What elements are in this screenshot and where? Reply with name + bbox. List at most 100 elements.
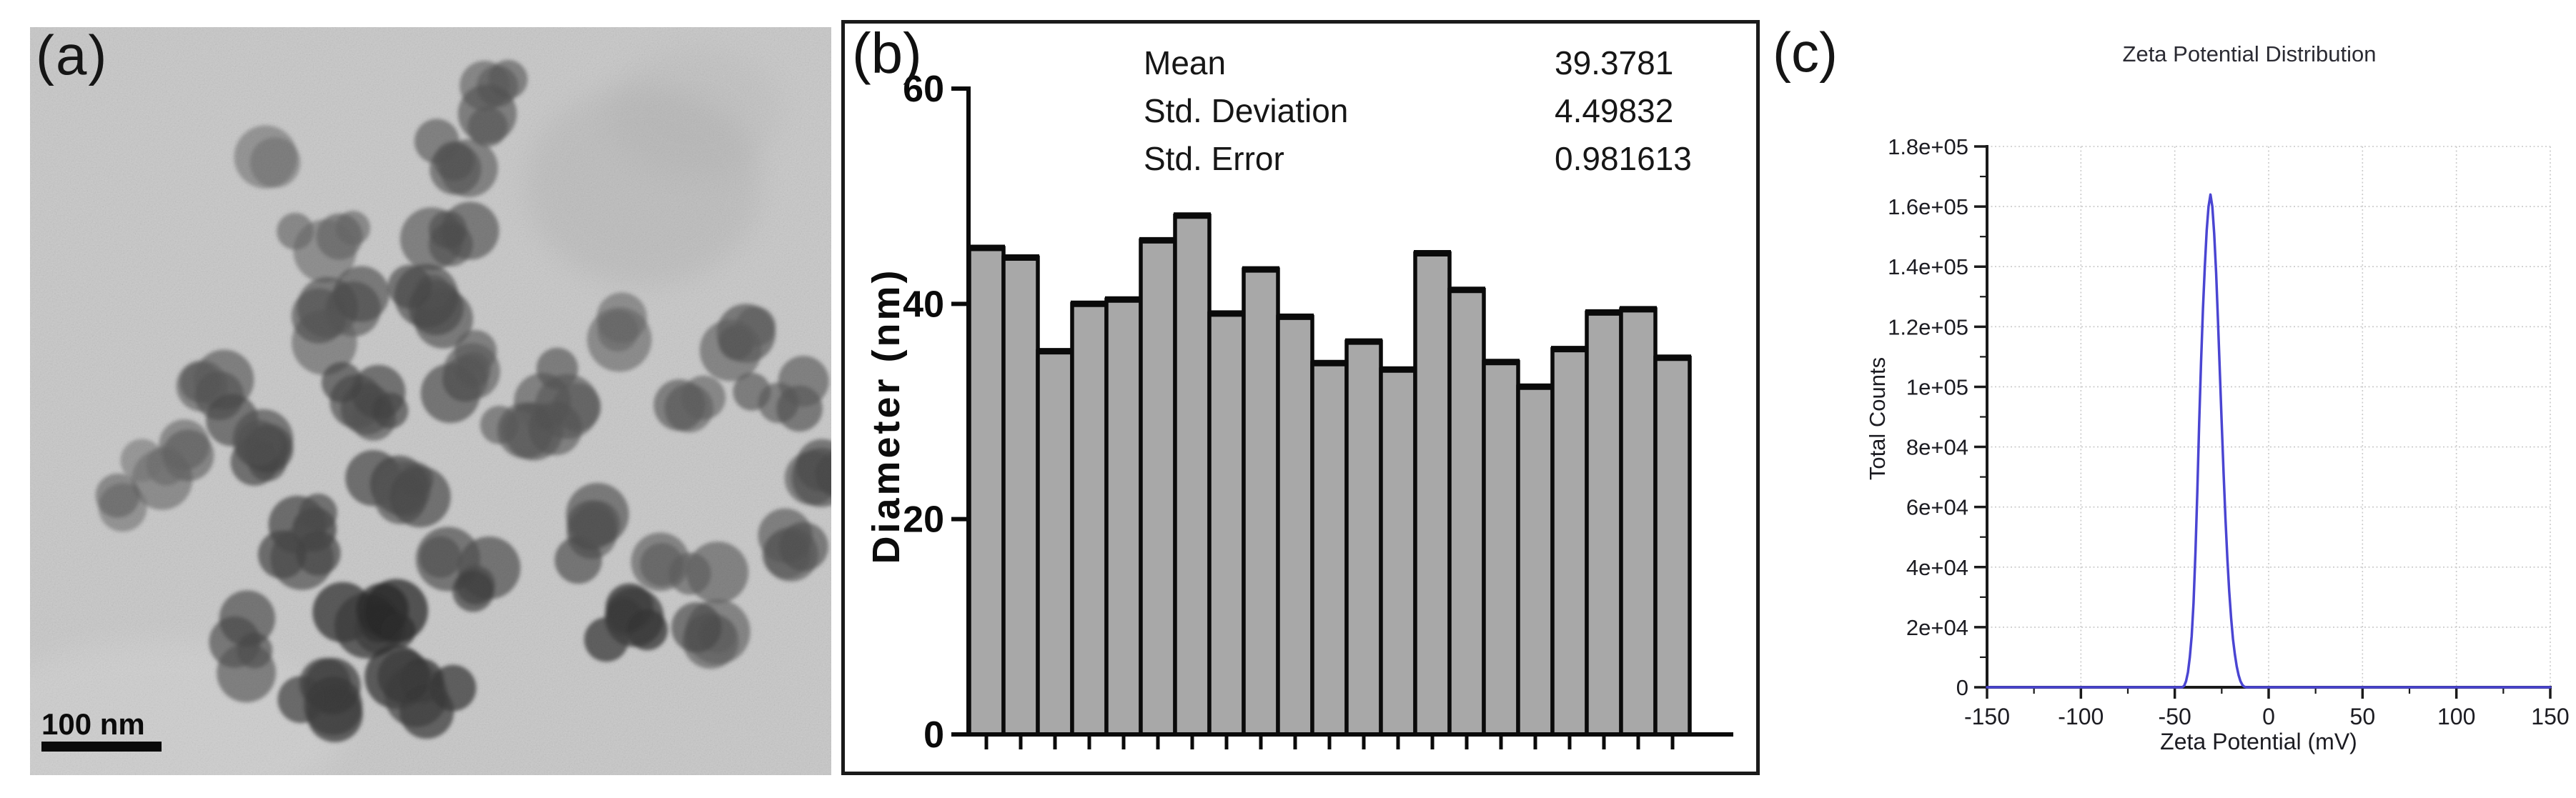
nanoparticle (390, 466, 451, 528)
y-axis-tick-label: 20 (903, 499, 944, 541)
x-axis-tick-label: 150 (2531, 704, 2569, 729)
nanoparticle (299, 494, 337, 532)
x-axis-tick-label: 100 (2437, 704, 2475, 729)
nanoparticle (430, 143, 482, 195)
nanoparticle (304, 677, 363, 735)
stat-value: 4.49832 (1555, 92, 1674, 129)
nanoparticle (555, 536, 603, 584)
x-axis-tick-label: -100 (2058, 704, 2104, 729)
y-axis-title-total-counts: Total Counts (1865, 356, 1890, 481)
panel-c-label: (c) (1773, 21, 1838, 84)
nanoparticle (291, 288, 347, 344)
stat-row-mean: Mean 39.3781 (1144, 44, 1737, 91)
y-axis-tick-label: 1e+05 (1906, 374, 1968, 399)
bars-group (967, 212, 1692, 737)
bar (1482, 359, 1520, 737)
nanoparticle (626, 609, 668, 651)
nanoparticle (452, 570, 494, 612)
y-axis-tick-label: 8e+04 (1906, 435, 1968, 460)
x-axis-tick-label: 0 (2262, 704, 2275, 729)
y-axis-tick-label: 1.6e+05 (1888, 194, 1968, 219)
y-axis-tick-label: 0 (923, 714, 944, 756)
nanoparticle (528, 402, 583, 456)
nanoparticle-cluster (95, 59, 831, 742)
nanoparticle (120, 439, 164, 482)
panel-b-diameter-bar-chart: 0 20 40 60 (b) Mean 39.3781 Std. Deviation … (841, 20, 1760, 775)
y-axis-tick-label: 1.4e+05 (1888, 254, 1968, 279)
bar (1139, 238, 1177, 737)
nanoparticle (584, 617, 629, 662)
bar (1379, 367, 1417, 737)
nanoparticle (681, 375, 726, 420)
bar (967, 246, 1006, 737)
nanoparticle (480, 405, 519, 444)
bar (1447, 287, 1486, 737)
nanoparticle (596, 292, 648, 343)
nanoparticle (217, 643, 276, 703)
x-axis-tick-label: 50 (2350, 704, 2376, 729)
y-axis-tick-label: 40 (903, 284, 944, 325)
scale-bar (41, 742, 162, 752)
nanoparticle (236, 419, 282, 466)
zeta-distribution-curve (1986, 193, 2552, 689)
nanoparticle (296, 531, 341, 576)
nanoparticle (333, 266, 390, 322)
y-axis-tick-label: 4e+04 (1906, 555, 1968, 580)
bar (1413, 251, 1452, 737)
chart-title: Zeta Potential Distribution (2122, 41, 2377, 66)
histogram-stats: Mean 39.3781 Std. Deviation 4.49832 Std.… (1144, 44, 1737, 187)
y-axis-tick-label: 6e+04 (1906, 495, 1968, 520)
nanoparticle (387, 264, 432, 309)
bar (1516, 384, 1555, 737)
nanoparticle (293, 219, 357, 283)
y-axis-tick-label: 1.2e+05 (1888, 314, 1968, 339)
nanoparticle (686, 542, 749, 604)
nanoparticle (640, 543, 684, 587)
nanoparticle (565, 482, 629, 546)
bar (1550, 346, 1589, 737)
panel-a-tem-micrograph: (a) 100 nm (30, 27, 831, 775)
stat-row-std-deviation: Std. Deviation 4.49832 (1144, 91, 1737, 139)
nanoparticle (778, 356, 829, 407)
x-axis-tick-label: -150 (1964, 704, 2010, 729)
bar (1344, 339, 1383, 737)
nanoparticle (234, 125, 297, 189)
nanoparticle (429, 210, 467, 249)
diameter-bar-plot: 0 20 40 60 (903, 69, 1733, 756)
nanoparticle (454, 330, 497, 373)
stat-label: Std. Error (1144, 140, 1284, 177)
tem-nanoparticle-image (30, 27, 831, 775)
y-axis-tick-label: 60 (903, 69, 944, 110)
bar (1001, 255, 1040, 737)
y-axis-tick-label: 1.8e+05 (1888, 134, 1968, 159)
stat-value: 39.3781 (1555, 44, 1674, 81)
y-axis-title-diameter: Diameter (nm) (865, 267, 908, 564)
bar (1310, 361, 1349, 737)
nanoparticle (219, 590, 276, 647)
nanoparticle (377, 649, 431, 704)
panel-a-label: (a) (36, 27, 109, 86)
nanoparticle (763, 527, 818, 582)
bar (1173, 214, 1212, 737)
bar (1619, 307, 1658, 737)
scale-bar-label: 100 nm (41, 707, 145, 741)
tem-smudge (609, 49, 781, 177)
panel-c-zeta-potential-chart: 0 2e+04 4e+04 6e+04 8e+04 1e+05 1.2e+05 1.4e+05… (1760, 0, 2576, 798)
bar (1036, 349, 1074, 737)
stat-row-std-error: Std. Error 0.981613 (1144, 139, 1737, 187)
bar (1207, 311, 1246, 737)
nanoparticle (95, 473, 140, 518)
stat-label: Std. Deviation (1144, 92, 1349, 129)
nanoparticle (671, 602, 722, 653)
nanoparticle (467, 106, 508, 147)
panel-b-label: (b) (852, 21, 922, 85)
bar (1070, 301, 1109, 737)
bar (1585, 310, 1623, 737)
grid-lines (1987, 146, 2551, 687)
zeta-potential-plot: 0 2e+04 4e+04 6e+04 8e+04 1e+05 1.2e+05 1.4e+05… (1888, 134, 2570, 729)
nanoparticle (796, 439, 831, 492)
stat-value: 0.981613 (1555, 140, 1692, 177)
nanoparticle (365, 579, 428, 643)
bar (1653, 355, 1692, 737)
